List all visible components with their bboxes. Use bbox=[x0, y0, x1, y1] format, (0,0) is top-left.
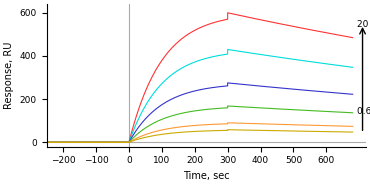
Y-axis label: Response, RU: Response, RU bbox=[4, 42, 14, 109]
X-axis label: Time, sec: Time, sec bbox=[183, 171, 229, 181]
Text: 20 nM: 20 nM bbox=[357, 20, 370, 28]
Text: 0.63 nM: 0.63 nM bbox=[357, 107, 370, 115]
